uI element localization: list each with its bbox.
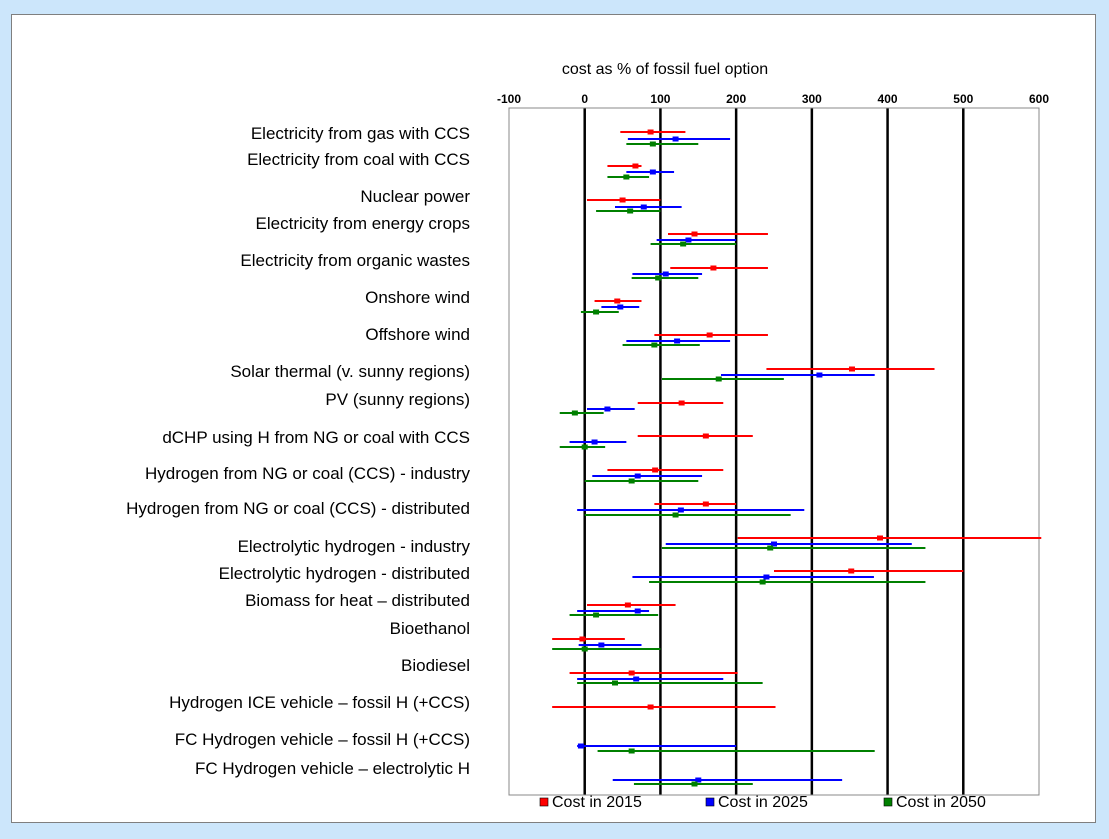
midpoint-marker bbox=[604, 406, 611, 412]
category-label: Offshore wind bbox=[365, 325, 470, 344]
midpoint-marker bbox=[612, 680, 618, 686]
axis-title: cost as % of fossil fuel option bbox=[562, 61, 768, 78]
midpoint-marker bbox=[674, 338, 681, 344]
legend-swatch bbox=[705, 797, 715, 807]
category-label: Bioethanol bbox=[390, 619, 470, 638]
tick-label: 500 bbox=[953, 92, 973, 106]
category-label: Electrolytic hydrogen - industry bbox=[238, 537, 471, 556]
legend-label: Cost in 2050 bbox=[896, 794, 986, 811]
midpoint-marker bbox=[651, 342, 658, 348]
midpoint-marker bbox=[579, 636, 586, 642]
category-label: Biomass for heat – distributed bbox=[245, 591, 470, 610]
legend-label: Cost in 2025 bbox=[718, 794, 808, 811]
midpoint-marker bbox=[593, 612, 600, 618]
tick-label: -100 bbox=[497, 92, 521, 106]
midpoint-marker bbox=[633, 676, 640, 682]
midpoint-marker bbox=[634, 608, 641, 614]
midpoint-marker bbox=[581, 646, 588, 652]
midpoint-marker bbox=[652, 467, 659, 473]
midpoint-marker bbox=[647, 129, 654, 135]
midpoint-marker bbox=[628, 670, 635, 676]
category-label: Onshore wind bbox=[365, 288, 470, 307]
midpoint-marker bbox=[649, 169, 656, 175]
tick-label: 300 bbox=[802, 92, 822, 106]
midpoint-marker bbox=[715, 376, 722, 382]
midpoint-marker bbox=[877, 535, 883, 541]
midpoint-marker bbox=[571, 410, 578, 416]
category-label: Hydrogen from NG or coal (CCS) - industr… bbox=[145, 464, 470, 483]
midpoint-marker bbox=[677, 507, 684, 513]
tick-label: 0 bbox=[581, 92, 588, 106]
midpoint-marker bbox=[702, 433, 709, 439]
midpoint-marker bbox=[614, 298, 621, 304]
category-label: Electricity from energy crops bbox=[256, 214, 470, 233]
midpoint-marker bbox=[577, 743, 584, 749]
category-label: FC Hydrogen vehicle – electrolytic H bbox=[195, 759, 470, 778]
tick-label: 100 bbox=[650, 92, 670, 106]
midpoint-marker bbox=[581, 444, 588, 450]
legend-swatch bbox=[883, 797, 893, 807]
category-label: Electricity from coal with CCS bbox=[247, 150, 470, 169]
midpoint-marker bbox=[662, 271, 669, 277]
midpoint-marker bbox=[691, 231, 698, 237]
category-label: Solar thermal (v. sunny regions) bbox=[230, 362, 470, 381]
midpoint-marker bbox=[710, 265, 717, 271]
legend-label: Cost in 2015 bbox=[552, 794, 642, 811]
midpoint-marker bbox=[591, 439, 598, 445]
midpoint-marker bbox=[649, 141, 656, 147]
plot-frame bbox=[508, 107, 1040, 796]
midpoint-marker bbox=[617, 304, 624, 310]
category-label: Hydrogen from NG or coal (CCS) - distrib… bbox=[126, 499, 470, 518]
tick-label: 600 bbox=[1029, 92, 1049, 106]
category-label: FC Hydrogen vehicle – fossil H (+CCS) bbox=[175, 730, 470, 749]
midpoint-marker bbox=[771, 541, 777, 547]
tick-label: 200 bbox=[726, 92, 746, 106]
midpoint-marker bbox=[593, 309, 600, 315]
midpoint-marker bbox=[848, 568, 855, 574]
midpoint-marker bbox=[759, 579, 766, 585]
midpoint-marker bbox=[763, 574, 770, 580]
midpoint-marker bbox=[848, 366, 855, 372]
midpoint-marker bbox=[632, 163, 639, 169]
midpoint-marker bbox=[767, 545, 774, 551]
midpoint-marker bbox=[706, 332, 713, 338]
category-label: Electricity from gas with CCS bbox=[251, 124, 470, 143]
midpoint-marker bbox=[672, 136, 679, 142]
category-label: Electricity from organic wastes bbox=[240, 251, 470, 270]
midpoint-marker bbox=[680, 241, 687, 247]
category-label: PV (sunny regions) bbox=[325, 390, 470, 409]
midpoint-marker bbox=[619, 197, 626, 203]
midpoint-marker bbox=[655, 275, 662, 281]
midpoint-marker bbox=[627, 208, 634, 214]
category-label: Nuclear power bbox=[360, 187, 470, 206]
midpoint-marker bbox=[623, 174, 630, 180]
midpoint-marker bbox=[691, 781, 698, 787]
tick-label: 400 bbox=[878, 92, 898, 106]
chart-panel: cost as % of fossil fuel option -100 0 100… bbox=[11, 14, 1096, 823]
midpoint-marker bbox=[702, 501, 709, 507]
midpoint-marker bbox=[685, 237, 692, 243]
midpoint-marker bbox=[678, 400, 685, 406]
category-label: Biodiesel bbox=[401, 656, 470, 675]
midpoint-marker bbox=[598, 642, 605, 648]
midpoint-marker bbox=[640, 204, 647, 210]
category-label: dCHP using H from NG or coal with CCS bbox=[162, 428, 470, 447]
midpoint-marker bbox=[628, 748, 635, 754]
range-chart: cost as % of fossil fuel option -100 0 100… bbox=[126, 61, 1049, 811]
midpoint-marker bbox=[695, 777, 702, 783]
midpoint-marker bbox=[634, 473, 641, 479]
midpoint-marker bbox=[816, 372, 823, 378]
legend-swatch bbox=[539, 797, 549, 807]
category-label: Hydrogen ICE vehicle – fossil H (+CCS) bbox=[169, 693, 470, 712]
midpoint-marker bbox=[672, 512, 679, 518]
midpoint-marker bbox=[647, 704, 654, 710]
category-label: Electrolytic hydrogen - distributed bbox=[219, 564, 470, 583]
midpoint-marker bbox=[628, 478, 635, 484]
midpoint-marker bbox=[624, 602, 631, 608]
